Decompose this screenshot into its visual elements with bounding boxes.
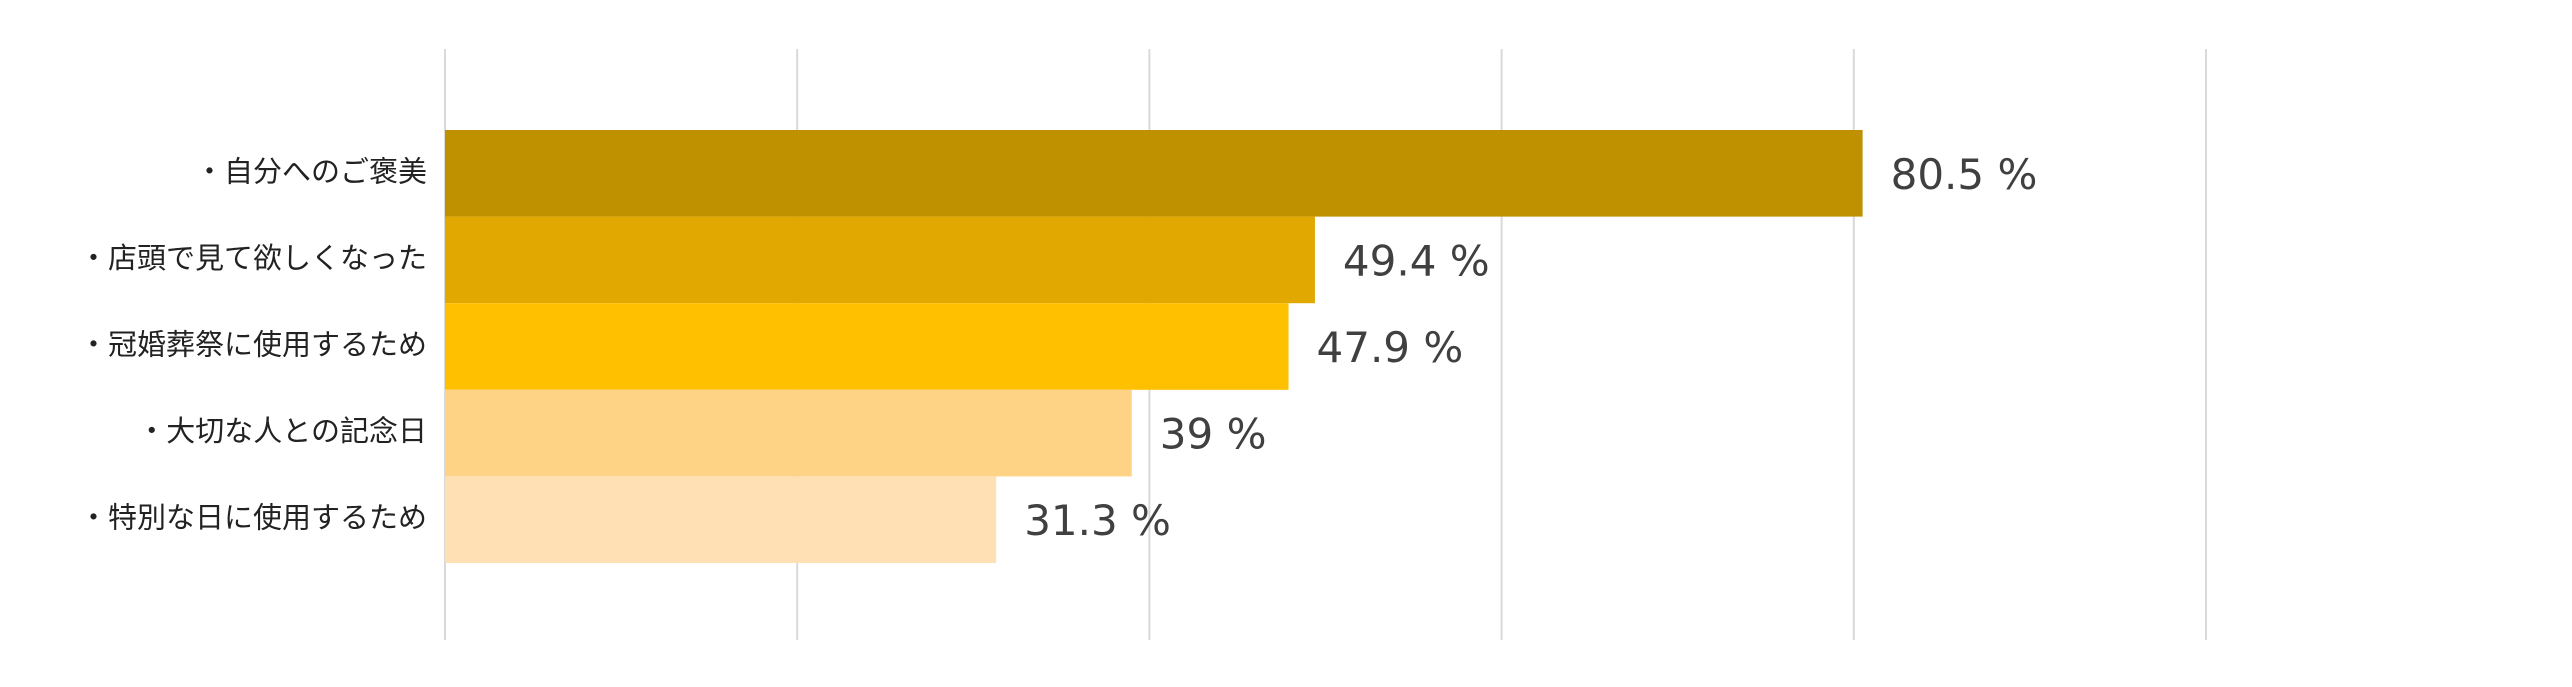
bar xyxy=(445,476,997,563)
bar xyxy=(445,389,1132,477)
bar xyxy=(445,303,1289,390)
value-label: 47.9 % xyxy=(1317,323,1464,372)
category-label: ・大切な人との記念日 xyxy=(137,414,427,448)
value-label: 39 % xyxy=(1160,410,1267,459)
bar xyxy=(445,130,1863,217)
value-label: 31.3 % xyxy=(1024,496,1171,545)
bar xyxy=(445,216,1315,304)
value-label: 49.4 % xyxy=(1343,236,1490,285)
category-label: ・冠婚葬祭に使用するため xyxy=(79,328,427,362)
category-label: ・店頭で見て欲しくなった xyxy=(79,241,427,275)
category-label: ・自分へのご褒美 xyxy=(195,154,427,188)
category-label: ・特別な日に使用するため xyxy=(79,501,427,535)
value-label: 80.5 % xyxy=(1891,150,2038,199)
